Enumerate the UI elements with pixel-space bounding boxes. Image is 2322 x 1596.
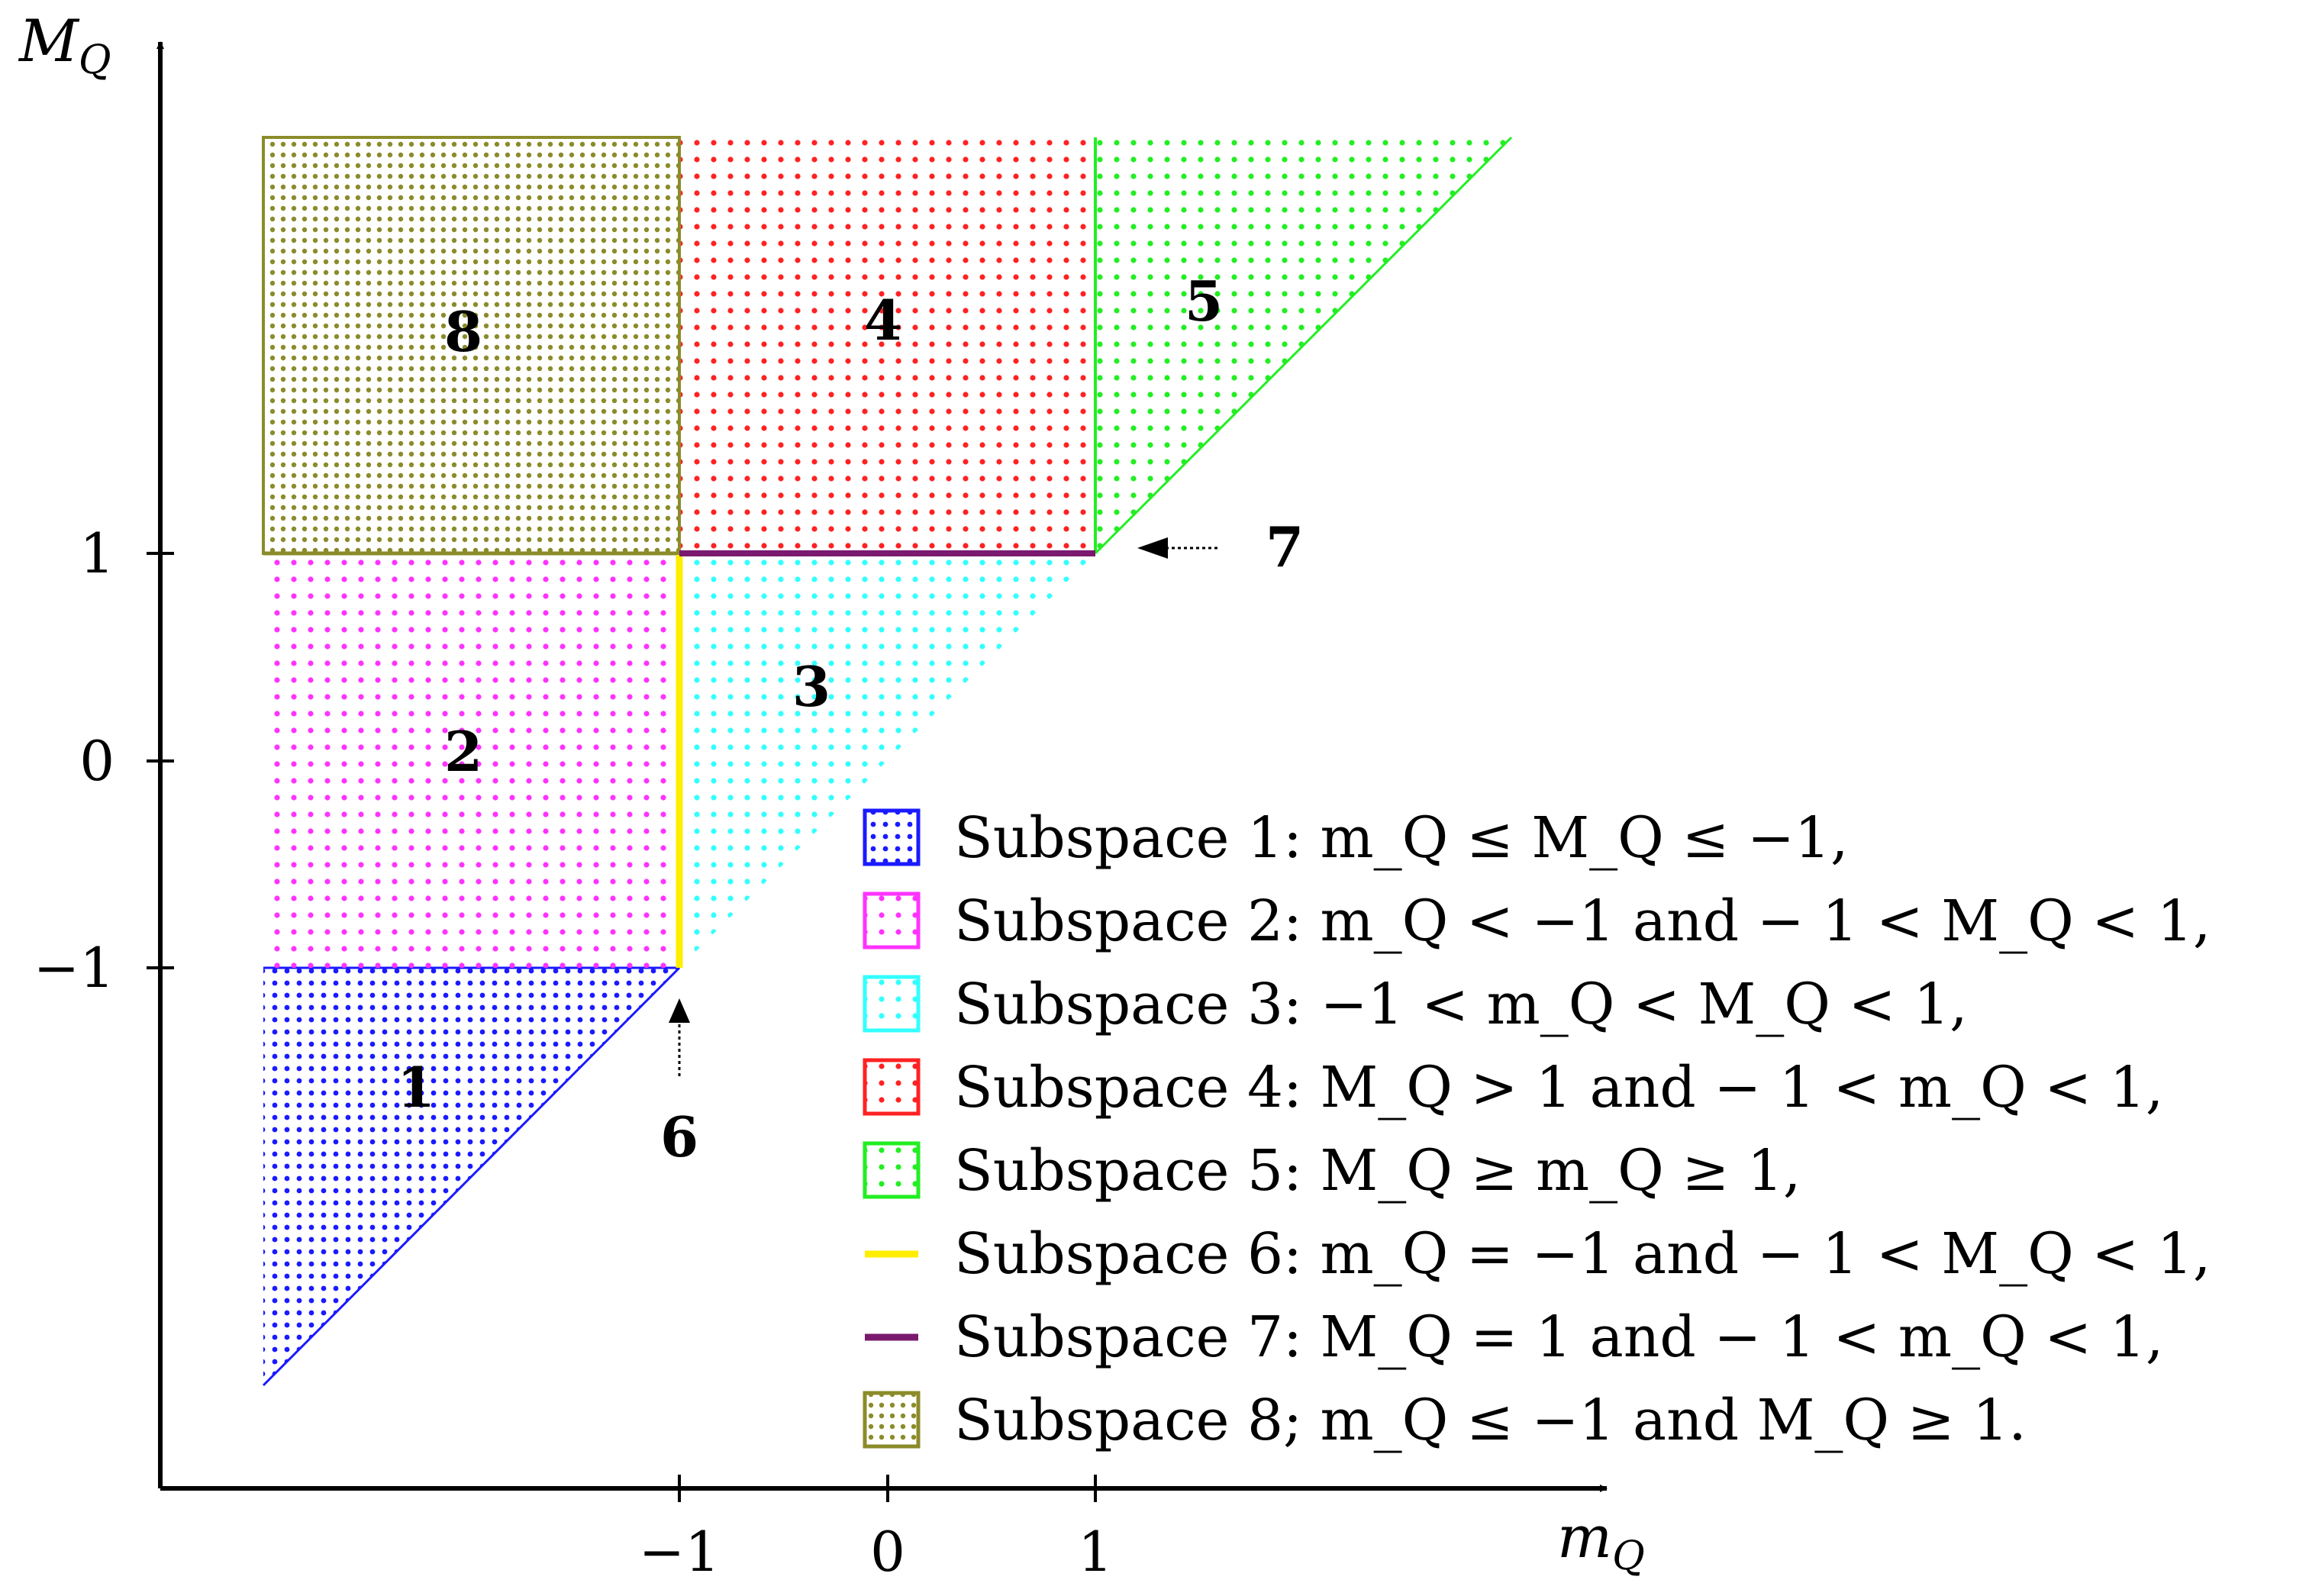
x-tick-label: 1 <box>1078 1520 1113 1584</box>
region-3 <box>679 553 1095 968</box>
x-tick-label: 0 <box>870 1520 905 1584</box>
legend-entry-3: Subspace 3: −1 < m_Q < M_Q < 1, <box>954 972 1968 1037</box>
legend-entry-4: Subspace 4: M_Q > 1 and − 1 < m_Q < 1, <box>954 1055 2163 1120</box>
legend-swatch-8 <box>863 1391 921 1449</box>
legend-swatch-1 <box>863 808 921 866</box>
legend-entry-8: Subspace 8; m_Q ≤ −1 and M_Q ≥ 1. <box>954 1388 2027 1453</box>
legend-swatch-5 <box>863 1141 921 1199</box>
boundary-7-label: 7 <box>1266 514 1304 579</box>
legend-swatch-2 <box>863 892 921 950</box>
region-1-label: 1 <box>397 1055 435 1120</box>
boundary-6-label: 6 <box>660 1104 698 1169</box>
region-8-label: 8 <box>444 299 482 364</box>
legend-entry-7: Subspace 7: M_Q = 1 and − 1 < m_Q < 1, <box>954 1304 2163 1370</box>
y-tick-label: 0 <box>79 729 114 793</box>
region-2-label: 2 <box>444 719 482 784</box>
region-3-label: 3 <box>792 654 830 719</box>
x-tick-label: −1 <box>639 1520 720 1584</box>
region-8 <box>263 137 679 553</box>
legend: Subspace 1: m_Q ≤ M_Q ≤ −1, Subspace 2: … <box>863 805 2211 1453</box>
legend-entry-5: Subspace 5: M_Q ≥ m_Q ≥ 1, <box>954 1138 1801 1204</box>
region-4 <box>679 137 1095 553</box>
region-4-label: 4 <box>864 288 902 353</box>
x-axis-label: mQ <box>1557 1503 1645 1579</box>
region-1-diagonal <box>262 966 681 1387</box>
region-5-diagonal <box>1094 136 1513 555</box>
y-axis-label: MQ <box>18 7 111 83</box>
region-2 <box>263 553 679 968</box>
boundary-7-pointer-arrowhead <box>1137 537 1168 559</box>
legend-entry-6: Subspace 6: m_Q = −1 and − 1 < M_Q < 1, <box>954 1221 2211 1287</box>
legend-entry-2: Subspace 2: m_Q < −1 and − 1 < M_Q < 1, <box>954 888 2211 954</box>
y-tick-label: −1 <box>34 936 114 1000</box>
legend-swatch-3 <box>863 975 921 1033</box>
boundary-6-pointer-arrowhead <box>669 998 690 1023</box>
region-5-label: 5 <box>1185 269 1223 334</box>
legend-entry-1: Subspace 1: m_Q ≤ M_Q ≤ −1, <box>954 805 1848 871</box>
y-tick-label: 1 <box>79 521 114 585</box>
legend-swatch-4 <box>863 1058 921 1116</box>
